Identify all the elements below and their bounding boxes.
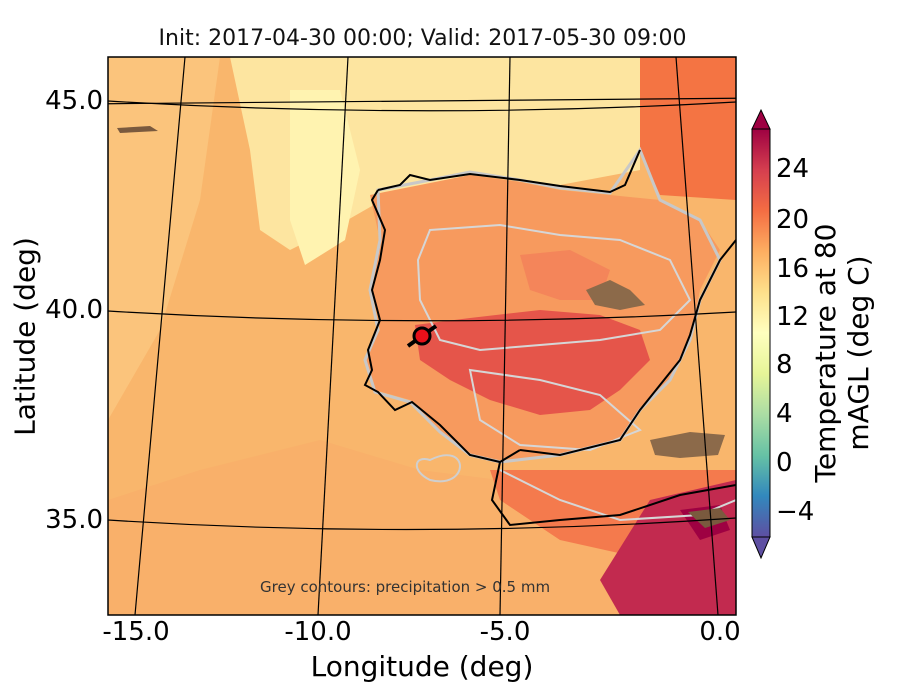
latitude-45-curve bbox=[108, 100, 736, 112]
precip-contour-3 bbox=[468, 368, 642, 452]
longitude-0-line bbox=[675, 57, 719, 615]
colorbar-tick-label: 24 bbox=[776, 154, 810, 184]
colorbar-tick-label: 16 bbox=[776, 254, 810, 284]
precip-contour-2 bbox=[416, 223, 692, 352]
precip-contour-1 bbox=[363, 146, 722, 464]
colorbar-top-arrow bbox=[751, 108, 771, 130]
colorbar-tick-label: 12 bbox=[776, 302, 810, 332]
longitude-10-line bbox=[317, 57, 349, 615]
latitude-40-curve bbox=[108, 310, 736, 322]
colorbar-tick-label: 8 bbox=[776, 350, 793, 380]
y-axis-label: Latitude (deg) bbox=[8, 237, 42, 436]
latitude-35-curve bbox=[108, 517, 736, 531]
north-coastline bbox=[377, 149, 641, 194]
west-coastline bbox=[363, 189, 521, 464]
map-title: Init: 2017-04-30 00:00; Valid: 2017-05-3… bbox=[158, 26, 687, 51]
brittany-terrain bbox=[117, 126, 158, 133]
africa-coastline bbox=[490, 461, 736, 527]
latitude-45-line bbox=[108, 97, 736, 105]
x-tick-label: -15.0 bbox=[102, 617, 170, 647]
east-coastline bbox=[519, 239, 736, 457]
y-tick-label: 40.0 bbox=[45, 295, 103, 325]
x-tick-label: -10.0 bbox=[284, 617, 352, 647]
colorbar-scale bbox=[751, 128, 771, 538]
y-tick-label: 35.0 bbox=[45, 505, 103, 535]
longitude-15-line bbox=[134, 57, 186, 615]
x-tick-label: 0.0 bbox=[699, 617, 741, 647]
southern-sea-region bbox=[108, 440, 736, 615]
precipitation-annotation: Grey contours: precipitation > 0.5 mm bbox=[260, 578, 551, 596]
pyrenees-terrain bbox=[586, 280, 645, 310]
map-frame bbox=[107, 56, 737, 616]
temperature-field bbox=[108, 57, 736, 615]
precip-swirl bbox=[415, 454, 461, 483]
northeast-warm-patch bbox=[520, 250, 610, 300]
colorbar-label: Temperature at 80 mAGL (deg C) bbox=[809, 223, 875, 483]
location-marker bbox=[412, 326, 432, 346]
colorbar-bottom-arrow bbox=[751, 536, 771, 560]
colorbar bbox=[751, 108, 771, 560]
colorbar-tick-label: 0 bbox=[776, 448, 793, 478]
france-warm-region bbox=[640, 57, 736, 200]
coolest-sea-streak bbox=[290, 90, 360, 265]
x-axis-label: Longitude (deg) bbox=[310, 650, 534, 683]
y-tick-label: 45.0 bbox=[45, 86, 103, 116]
colorbar-tick-label: 4 bbox=[776, 399, 793, 429]
colorbar-tick-label: −4 bbox=[776, 497, 815, 527]
x-tick-label: -5.0 bbox=[479, 617, 531, 647]
longitude-5-line bbox=[499, 57, 511, 615]
atlas-terrain-2 bbox=[688, 508, 730, 528]
western-warm-band bbox=[108, 57, 220, 420]
colorbar-tick-label: 20 bbox=[776, 205, 810, 235]
